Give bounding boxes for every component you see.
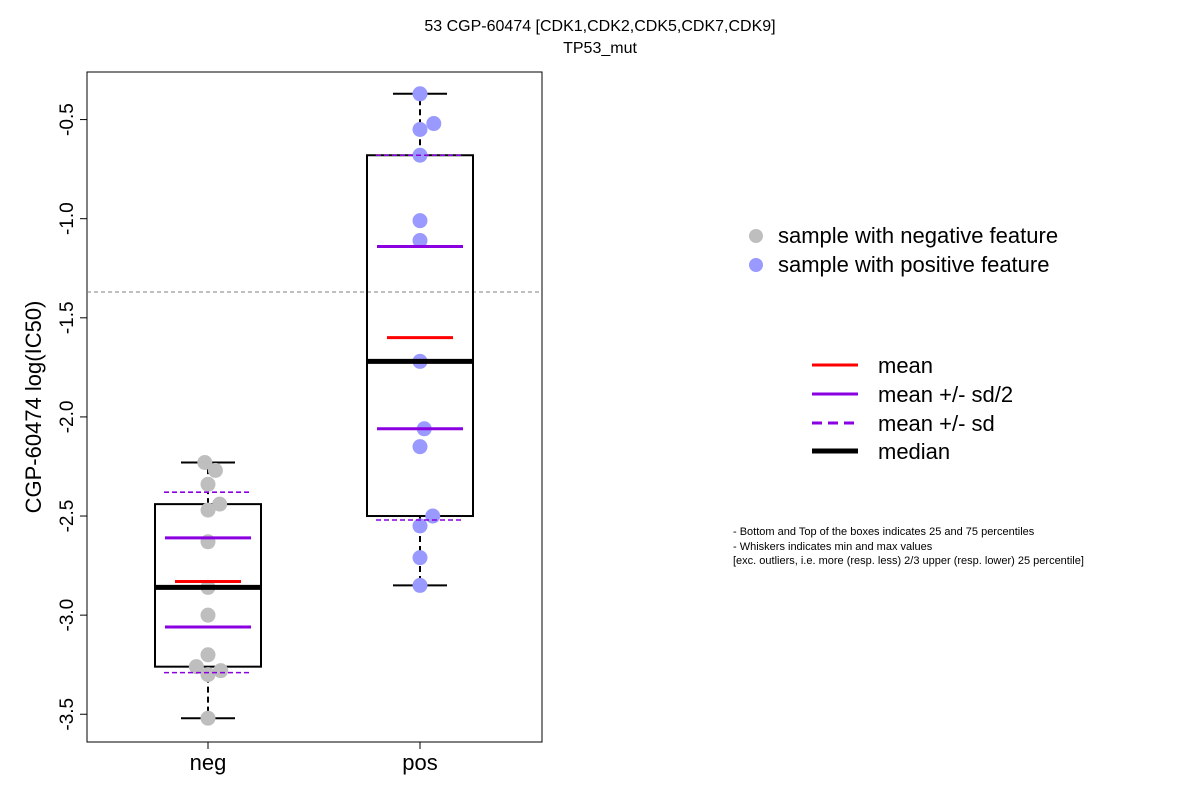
neg-data-point xyxy=(188,659,204,675)
y-tick-label: -2.0 xyxy=(57,401,78,434)
y-tick-label: -3.0 xyxy=(57,599,78,632)
pos-data-point xyxy=(426,116,442,132)
y-tick-label: -1.5 xyxy=(57,301,78,334)
neg-data-point xyxy=(200,502,216,518)
neg-data-point xyxy=(207,462,223,478)
plot-frame xyxy=(86,71,543,743)
footnote-line-1: - Bottom and Top of the boxes indicates … xyxy=(733,526,1035,538)
neg-data-point xyxy=(200,647,216,663)
pos-data-point xyxy=(412,439,428,455)
y-axis-title: CGP-60474 log(IC50) xyxy=(21,301,46,514)
neg-data-point xyxy=(213,663,229,679)
x-tick-label-pos: pos xyxy=(402,750,437,775)
neg-data-point xyxy=(212,496,228,512)
neg-data-point xyxy=(200,476,216,492)
legend-line-label-1: mean +/- sd/2 xyxy=(878,382,1013,407)
neg-data-point xyxy=(200,607,216,623)
y-tick-label: -1.0 xyxy=(57,202,78,235)
legend-point-marker-0 xyxy=(749,229,763,243)
pos-data-point xyxy=(412,550,428,566)
pos-data-point xyxy=(412,121,428,137)
pos-box xyxy=(366,154,474,518)
legend-point-label-1: sample with positive feature xyxy=(778,252,1049,277)
legend-point-marker-1 xyxy=(749,258,763,272)
neg-data-point xyxy=(197,455,213,471)
x-tick-label-neg: neg xyxy=(190,750,227,775)
legend-line-label-3: median xyxy=(878,439,950,464)
footnote-line-2: - Whiskers indicates min and max values xyxy=(733,541,933,553)
pos-data-point xyxy=(425,508,441,524)
pos-data-point xyxy=(412,232,428,248)
legend-line-label-0: mean xyxy=(878,353,933,378)
y-tick-label: -3.5 xyxy=(57,698,78,731)
neg-data-point xyxy=(200,667,216,683)
pos-data-point xyxy=(412,213,428,229)
chart-title: 53 CGP-60474 [CDK1,CDK2,CDK5,CDK7,CDK9] xyxy=(424,18,776,35)
neg-data-point xyxy=(200,710,216,726)
pos-data-point xyxy=(412,518,428,534)
y-tick-label: -0.5 xyxy=(57,103,78,136)
footnote-line-3: [exc. outliers, i.e. more (resp. less) 2… xyxy=(733,555,1084,567)
pos-data-point xyxy=(412,577,428,593)
legend-point-label-0: sample with negative feature xyxy=(778,223,1058,248)
legend-line-label-2: mean +/- sd xyxy=(878,411,995,436)
chart-subtitle: TP53_mut xyxy=(563,40,637,57)
pos-data-point xyxy=(412,86,428,102)
y-tick-label: -2.5 xyxy=(57,500,78,533)
